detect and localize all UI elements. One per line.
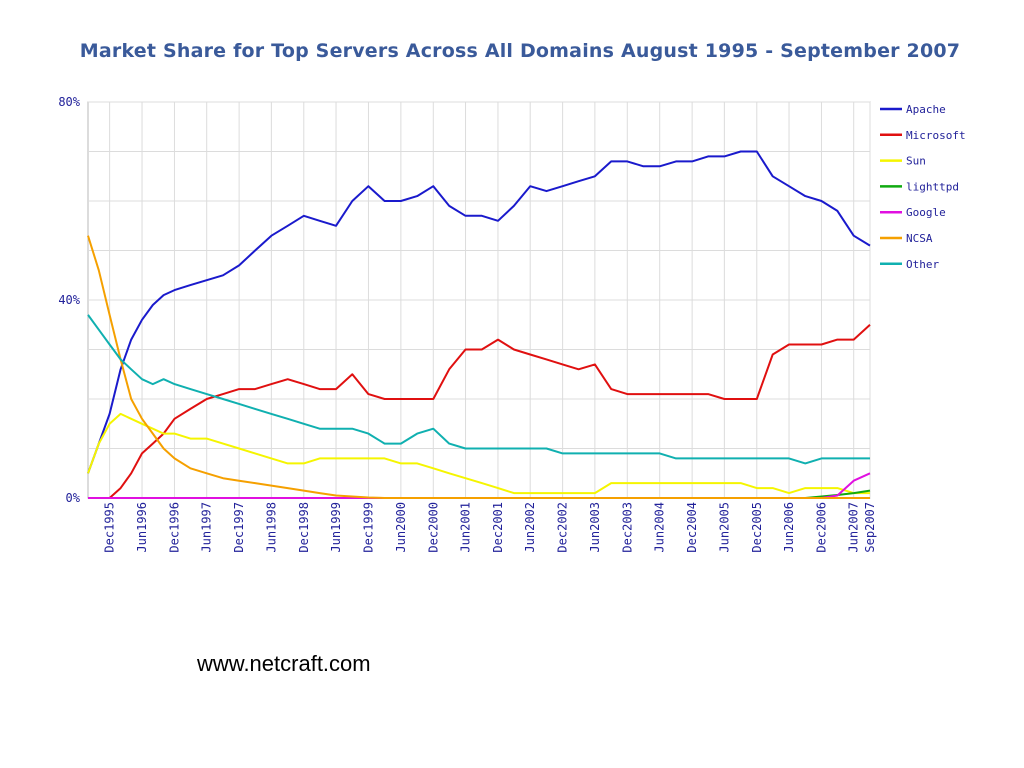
netcraft-credit: www.netcraft.com xyxy=(197,651,371,676)
x-tick-label: Sep2007 xyxy=(863,502,877,553)
x-tick-label: Dec1997 xyxy=(232,502,246,553)
x-tick-label: Dec2005 xyxy=(750,502,764,553)
x-tick-label: Dec2004 xyxy=(685,502,699,553)
x-tick-label: Jun2003 xyxy=(588,502,602,553)
x-tick-label: Dec2002 xyxy=(556,502,570,553)
x-tick-label: Dec1995 xyxy=(103,502,117,553)
x-tick-label: Jun1996 xyxy=(135,502,149,553)
legend-label-ncsa: NCSA xyxy=(906,232,933,245)
legend-label-sun: Sun xyxy=(906,155,926,168)
series-line-other xyxy=(87,314,870,465)
x-tick-label: Jun2000 xyxy=(394,502,408,553)
x-tick-label: Dec2006 xyxy=(814,502,828,553)
x-tick-label: Jun1999 xyxy=(329,502,343,553)
x-tick-label: Jun2001 xyxy=(459,502,473,553)
x-tick-label: Dec1998 xyxy=(297,502,311,553)
x-tick-label: Jun2002 xyxy=(523,502,537,553)
x-tick-label: Jun1998 xyxy=(264,502,278,553)
x-tick-label: Jun2005 xyxy=(717,502,731,553)
x-tick-label: Jun2006 xyxy=(782,502,796,553)
x-tick-label: Jun1997 xyxy=(200,502,214,553)
series-line-apache xyxy=(87,150,871,474)
x-tick-label: Jun2004 xyxy=(653,502,667,553)
x-tick-label: Dec2003 xyxy=(620,502,634,553)
x-tick-label: Dec2000 xyxy=(426,502,440,553)
legend-label-lighttpd: lighttpd xyxy=(906,180,959,193)
x-tick-label: Dec1999 xyxy=(361,502,375,553)
series-line-microsoft xyxy=(88,324,871,499)
chart-title: Market Share for Top Servers Across All … xyxy=(79,40,961,62)
x-tick-label: Dec2001 xyxy=(491,502,505,553)
x-tick-label: Dec1996 xyxy=(167,502,181,553)
series-line-sun xyxy=(87,412,870,495)
legend-label-microsoft: Microsoft xyxy=(906,129,966,142)
legend-label-google: Google xyxy=(906,206,946,219)
y-tick-label: 80% xyxy=(58,95,80,109)
series-line-ncsa xyxy=(87,235,870,499)
y-tick-label: 0% xyxy=(66,491,81,505)
axis-labels: Dec1995 Jun1996 Dec1996 Jun1997 Dec1997 Jun19… xyxy=(58,95,877,553)
series-lines xyxy=(87,150,871,499)
legend-label-apache: Apache xyxy=(906,103,946,116)
y-tick-label: 40% xyxy=(58,293,80,307)
legend: Apache Microsoft Sun lighttpd Google NCSA Othe… xyxy=(880,103,966,271)
x-tick-label: Jun2007 xyxy=(847,502,861,553)
legend-label-other: Other xyxy=(906,258,939,271)
